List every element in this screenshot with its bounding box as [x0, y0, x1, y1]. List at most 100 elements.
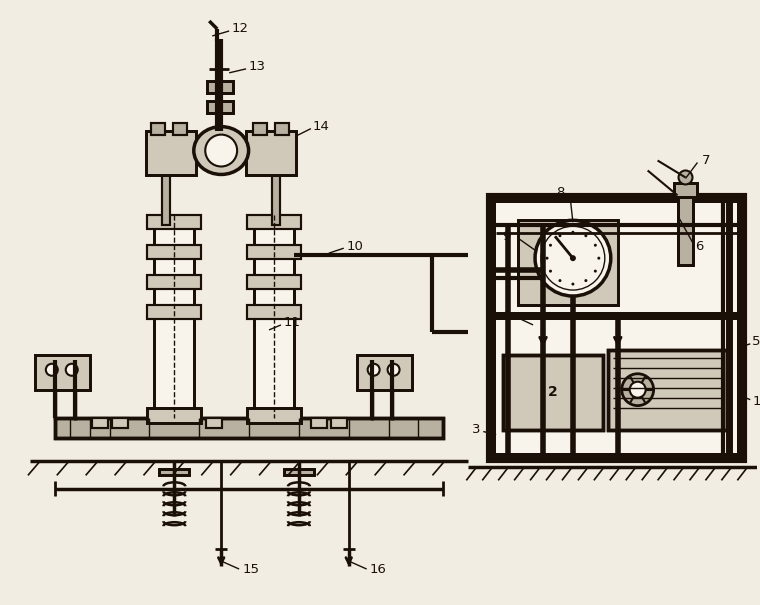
- Circle shape: [572, 231, 575, 234]
- Circle shape: [572, 283, 575, 286]
- Bar: [488, 195, 746, 203]
- Bar: [147, 275, 201, 289]
- Bar: [112, 417, 128, 428]
- Bar: [673, 183, 698, 197]
- Circle shape: [46, 364, 58, 376]
- Bar: [206, 417, 222, 428]
- Bar: [247, 245, 301, 259]
- Circle shape: [622, 374, 654, 405]
- Bar: [311, 417, 327, 428]
- Circle shape: [584, 279, 587, 282]
- Bar: [247, 245, 301, 259]
- Bar: [147, 275, 201, 289]
- Circle shape: [549, 270, 552, 273]
- Bar: [247, 275, 301, 289]
- Bar: [151, 123, 166, 134]
- Bar: [55, 417, 443, 437]
- Bar: [247, 408, 301, 422]
- Bar: [311, 417, 327, 428]
- Bar: [147, 215, 201, 229]
- Text: 13: 13: [248, 60, 265, 73]
- Bar: [254, 215, 294, 417]
- Bar: [206, 417, 222, 428]
- Circle shape: [559, 279, 562, 282]
- Bar: [147, 305, 201, 319]
- Bar: [673, 183, 698, 197]
- Bar: [488, 312, 746, 320]
- Circle shape: [594, 270, 597, 273]
- Bar: [35, 355, 90, 390]
- Text: 14: 14: [313, 120, 330, 133]
- Bar: [92, 417, 108, 428]
- Text: 7: 7: [701, 154, 710, 167]
- Bar: [677, 195, 693, 265]
- Bar: [488, 454, 746, 462]
- Bar: [173, 123, 187, 134]
- Circle shape: [584, 234, 587, 237]
- Bar: [163, 146, 170, 225]
- Bar: [147, 245, 201, 259]
- Bar: [147, 131, 196, 175]
- Bar: [207, 81, 233, 93]
- Bar: [246, 131, 296, 175]
- Bar: [173, 123, 187, 134]
- Bar: [35, 355, 90, 390]
- Circle shape: [205, 134, 237, 166]
- Bar: [160, 469, 189, 476]
- Bar: [147, 408, 201, 422]
- Text: 11: 11: [284, 316, 301, 330]
- Ellipse shape: [194, 126, 249, 174]
- Bar: [608, 350, 727, 430]
- Text: 9: 9: [502, 230, 511, 243]
- Bar: [608, 350, 727, 430]
- Circle shape: [388, 364, 400, 376]
- Bar: [356, 355, 411, 390]
- Bar: [253, 123, 267, 134]
- Text: 10: 10: [347, 240, 363, 253]
- Bar: [246, 131, 296, 175]
- Bar: [207, 101, 233, 113]
- Circle shape: [535, 220, 611, 296]
- Bar: [488, 195, 746, 462]
- Bar: [154, 215, 195, 417]
- Circle shape: [368, 364, 380, 376]
- Bar: [737, 195, 746, 462]
- Bar: [272, 146, 280, 225]
- Bar: [207, 81, 233, 93]
- Bar: [677, 195, 693, 265]
- Bar: [272, 146, 280, 225]
- Bar: [147, 215, 201, 229]
- Circle shape: [570, 255, 576, 261]
- Bar: [356, 355, 411, 390]
- Bar: [247, 408, 301, 422]
- Bar: [518, 220, 618, 305]
- Bar: [147, 305, 201, 319]
- Bar: [247, 305, 301, 319]
- Bar: [247, 215, 301, 229]
- Bar: [247, 215, 301, 229]
- Bar: [112, 417, 128, 428]
- Bar: [503, 355, 603, 430]
- Text: 5: 5: [752, 335, 760, 348]
- Bar: [275, 123, 289, 134]
- Bar: [147, 408, 201, 422]
- Text: 6: 6: [695, 240, 704, 253]
- Circle shape: [630, 382, 646, 397]
- Bar: [151, 123, 166, 134]
- Circle shape: [679, 171, 692, 185]
- Bar: [207, 101, 233, 113]
- Bar: [160, 469, 189, 476]
- Bar: [163, 146, 170, 225]
- Bar: [518, 220, 618, 305]
- Circle shape: [597, 257, 600, 260]
- Text: 15: 15: [242, 563, 259, 575]
- Text: 4: 4: [501, 309, 509, 322]
- Bar: [275, 123, 289, 134]
- Text: 16: 16: [369, 563, 387, 575]
- Text: 12: 12: [231, 22, 249, 36]
- Bar: [331, 417, 347, 428]
- Bar: [147, 245, 201, 259]
- Circle shape: [66, 364, 78, 376]
- Bar: [154, 215, 195, 417]
- Circle shape: [549, 244, 552, 247]
